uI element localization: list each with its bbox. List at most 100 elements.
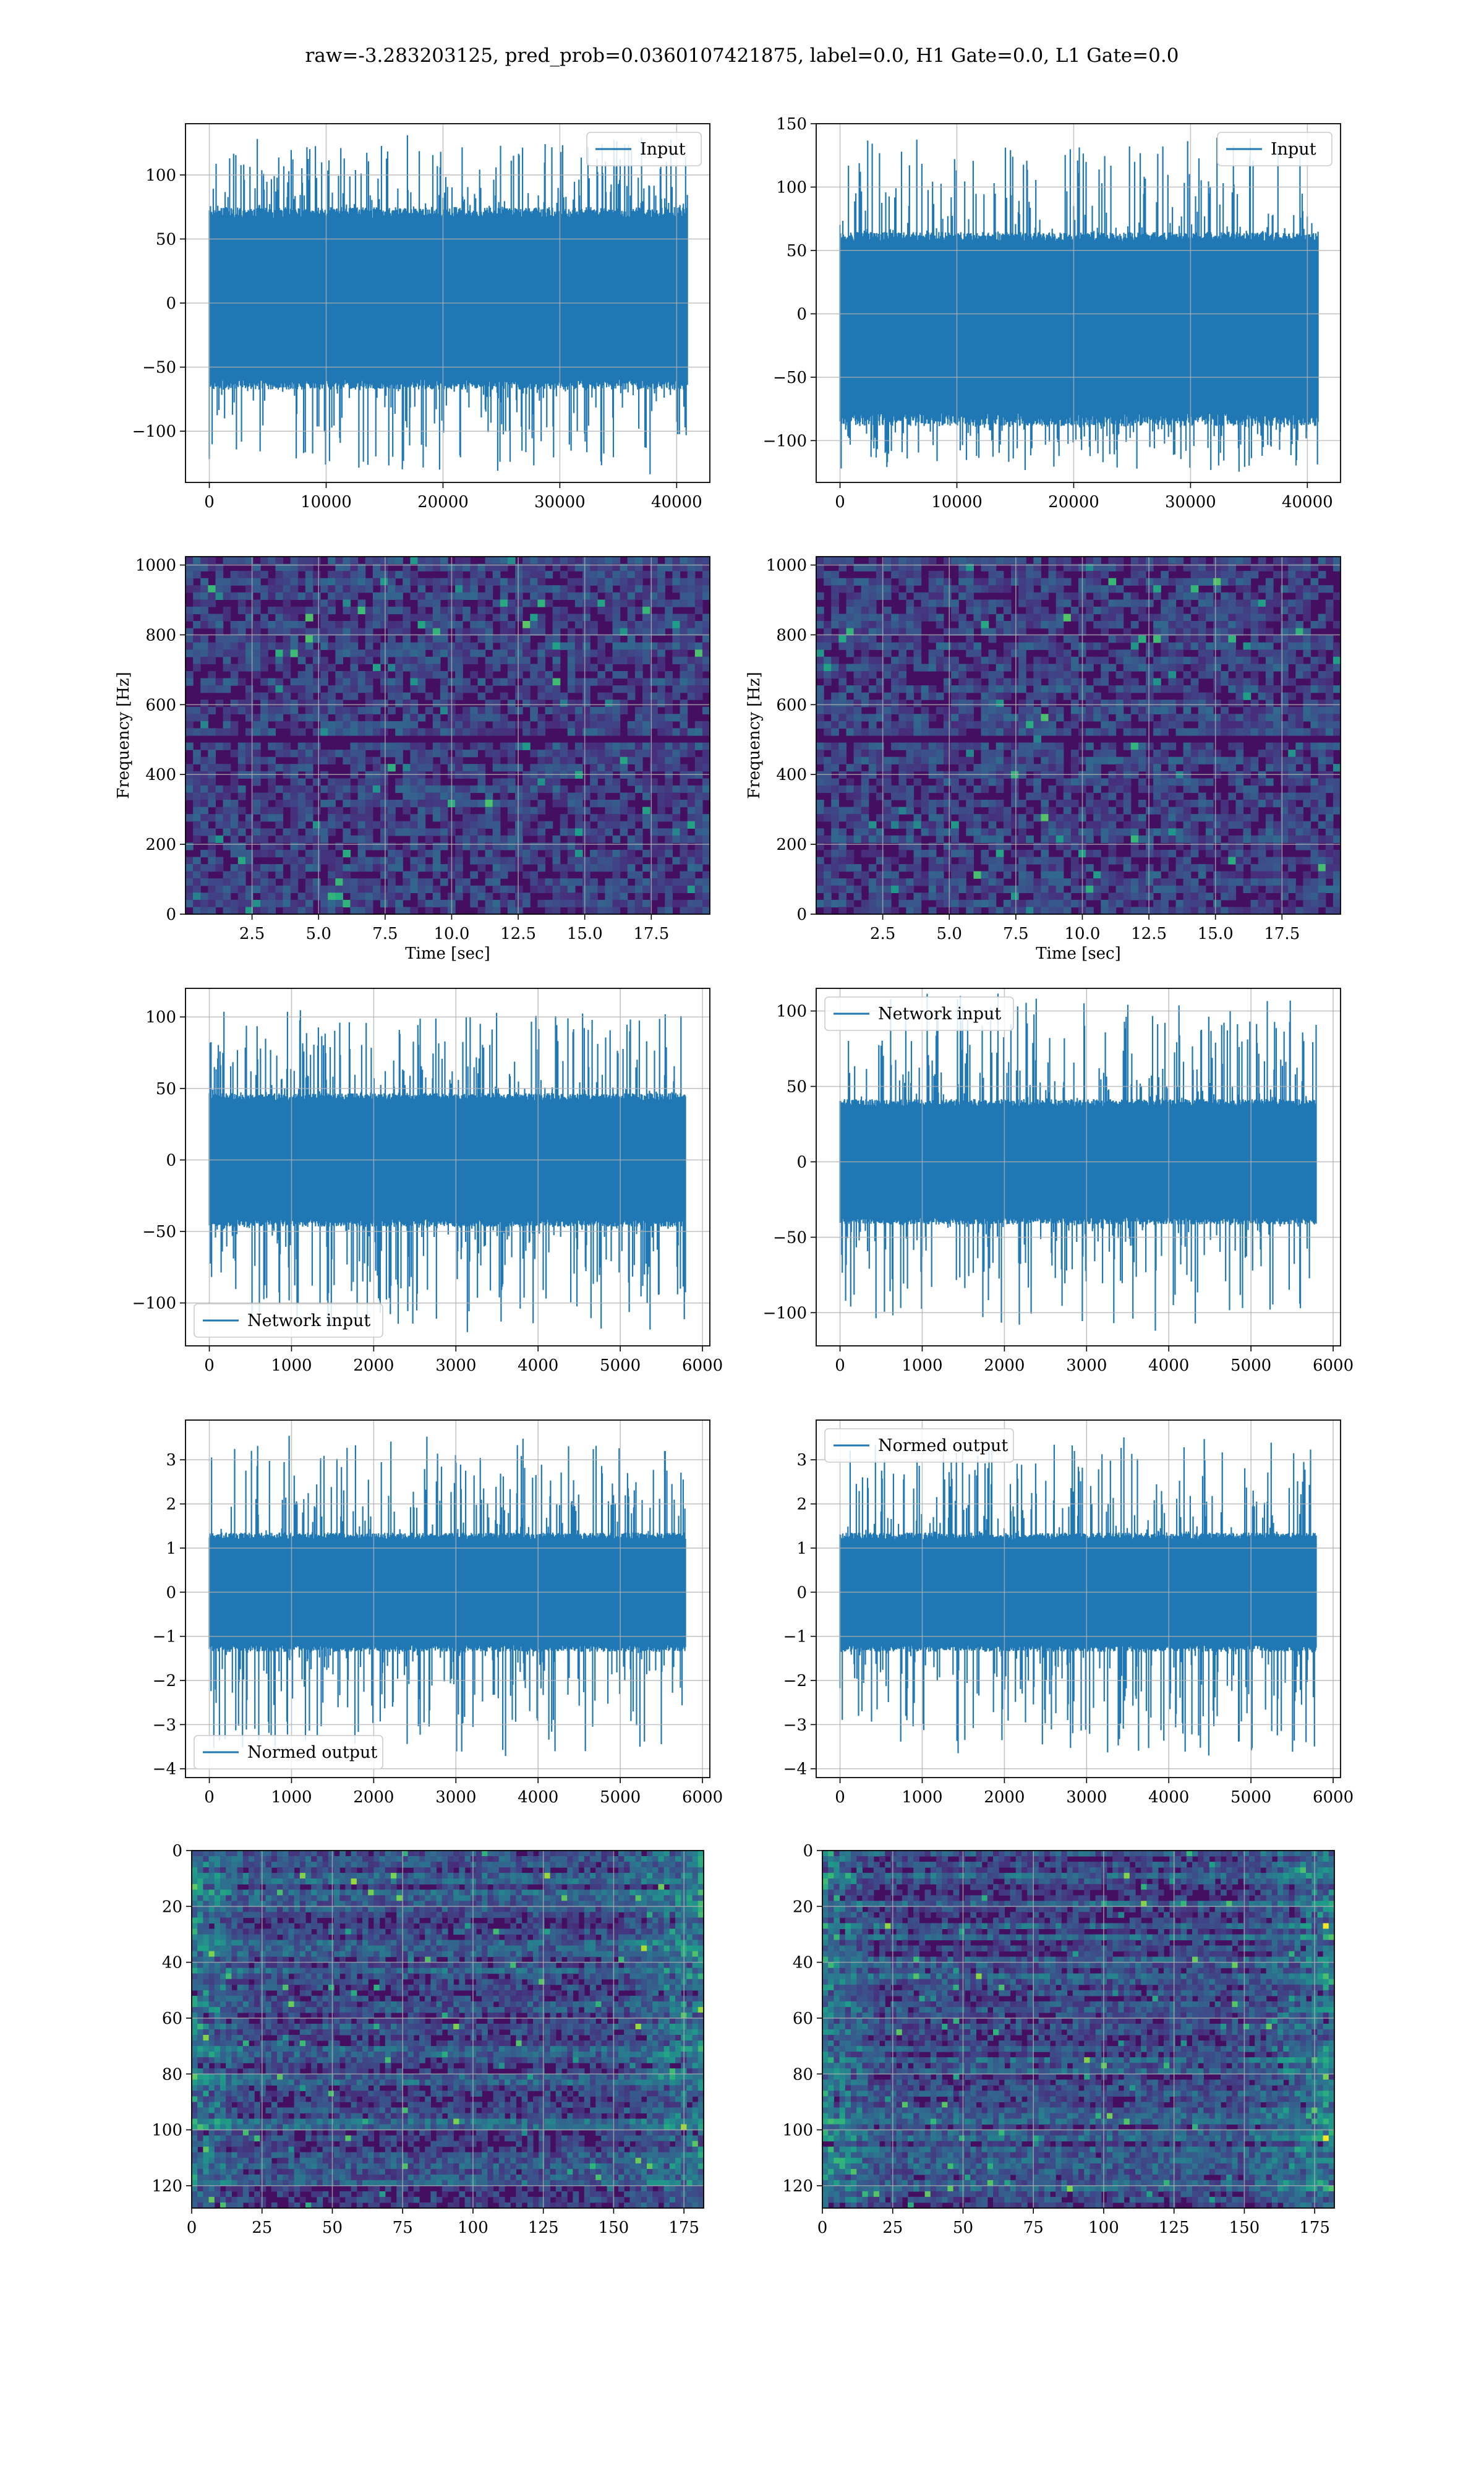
heatmap-cell [253, 628, 261, 636]
heatmap-cell [410, 800, 419, 808]
heatmap-cell [530, 571, 538, 579]
heatmap-cell [1273, 728, 1281, 736]
heatmap-cell [215, 764, 224, 772]
heatmap-cell [440, 578, 448, 586]
heatmap-cell [1026, 621, 1034, 629]
heatmap-cell [582, 635, 591, 643]
heatmap-cell [507, 700, 516, 708]
heatmap-cell [1303, 635, 1311, 643]
heatmap-cell [1041, 685, 1049, 693]
heatmap-cell [1175, 606, 1184, 615]
heatmap-cell [1153, 685, 1161, 693]
heatmap-cell [305, 899, 313, 908]
heatmap-cell [1130, 578, 1139, 586]
heatmap-cell [365, 585, 373, 593]
heatmap-cell [1213, 756, 1221, 764]
heatmap-cell [1265, 821, 1274, 829]
heatmap-cell [560, 721, 568, 729]
heatmap-cell [816, 557, 824, 565]
heatmap-cell [1205, 578, 1214, 586]
heatmap-cell [1221, 563, 1229, 571]
heatmap-cell [335, 628, 343, 636]
heatmap-cell [1258, 842, 1266, 850]
heatmap-cell [996, 864, 1004, 872]
heatmap-cell [290, 678, 299, 686]
heatmap-cell [1161, 878, 1169, 886]
heatmap-cell [560, 828, 568, 836]
heatmap-cell [884, 649, 892, 657]
heatmap-cell [891, 614, 899, 622]
heatmap-cell [290, 800, 299, 808]
heatmap-cell [537, 642, 546, 650]
heatmap-cell [1123, 728, 1132, 736]
heatmap-cell [403, 642, 411, 650]
heatmap-cell [634, 728, 643, 736]
heatmap-cell [876, 656, 884, 664]
heatmap-cell [268, 728, 276, 736]
heatmap-cell [1093, 621, 1101, 629]
heatmap-cell [440, 563, 448, 571]
heatmap-cell [898, 899, 906, 908]
heatmap-cell [328, 785, 336, 794]
heatmap-cell [612, 907, 621, 914]
heatmap-cell [838, 635, 846, 643]
heatmap-cell [702, 842, 710, 850]
heatmap-cell [1235, 614, 1244, 622]
heatmap-cell [260, 792, 268, 800]
heatmap-cell [365, 828, 373, 836]
heatmap-cell [395, 857, 403, 865]
heatmap-cell [590, 835, 598, 843]
heatmap-cell [395, 571, 403, 579]
heatmap-cell [545, 685, 553, 693]
heatmap-cell [1108, 664, 1117, 672]
heatmap-cell [1033, 750, 1041, 758]
heatmap-cell [861, 835, 869, 843]
heatmap-cell [846, 778, 855, 786]
heatmap-cell [1115, 563, 1124, 571]
heatmap-cell [936, 614, 944, 622]
heatmap-cell [380, 821, 388, 829]
heatmap-cell [582, 728, 591, 736]
heatmap-cell [215, 899, 224, 908]
heatmap-cell [1273, 721, 1281, 729]
heatmap-cell [1235, 721, 1244, 729]
heatmap-cell [1273, 656, 1281, 664]
heatmap-cell [1011, 578, 1019, 586]
heatmap-cell [372, 892, 381, 901]
heatmap-cell [305, 878, 313, 886]
heatmap-cell [582, 756, 591, 764]
heatmap-cell [245, 850, 254, 858]
heatmap-cell [1048, 871, 1057, 879]
heatmap-cell [921, 728, 929, 736]
heatmap-cell [245, 664, 254, 672]
heatmap-cell [1198, 563, 1206, 571]
heatmap-cell [574, 599, 583, 607]
heatmap-cell [1213, 678, 1221, 686]
heatmap-cell [410, 685, 419, 693]
heatmap-cell [515, 828, 523, 836]
heatmap-cell [357, 785, 366, 794]
heatmap-cell [936, 800, 944, 808]
heatmap-cell [357, 850, 366, 858]
heatmap-cell [507, 578, 516, 586]
heatmap-cell [884, 821, 892, 829]
heatmap-cell [290, 592, 299, 600]
heatmap-cell [1033, 599, 1041, 607]
heatmap-cell [605, 756, 613, 764]
heatmap-cell [687, 857, 696, 865]
heatmap-cell [350, 557, 359, 565]
heatmap-cell [425, 692, 433, 700]
heatmap-cell [215, 585, 224, 593]
heatmap-cell [380, 649, 388, 657]
heatmap-cell [530, 728, 538, 736]
heatmap-cell [906, 864, 915, 872]
heatmap-cell [891, 885, 899, 893]
heatmap-cell [958, 742, 966, 750]
heatmap-cell [1161, 578, 1169, 586]
heatmap-cell [861, 756, 869, 764]
heatmap-cell [1115, 756, 1124, 764]
heatmap-cell [687, 656, 696, 664]
heatmap-cell [230, 800, 239, 808]
heatmap-cell [335, 885, 343, 893]
heatmap-cell [215, 835, 224, 843]
